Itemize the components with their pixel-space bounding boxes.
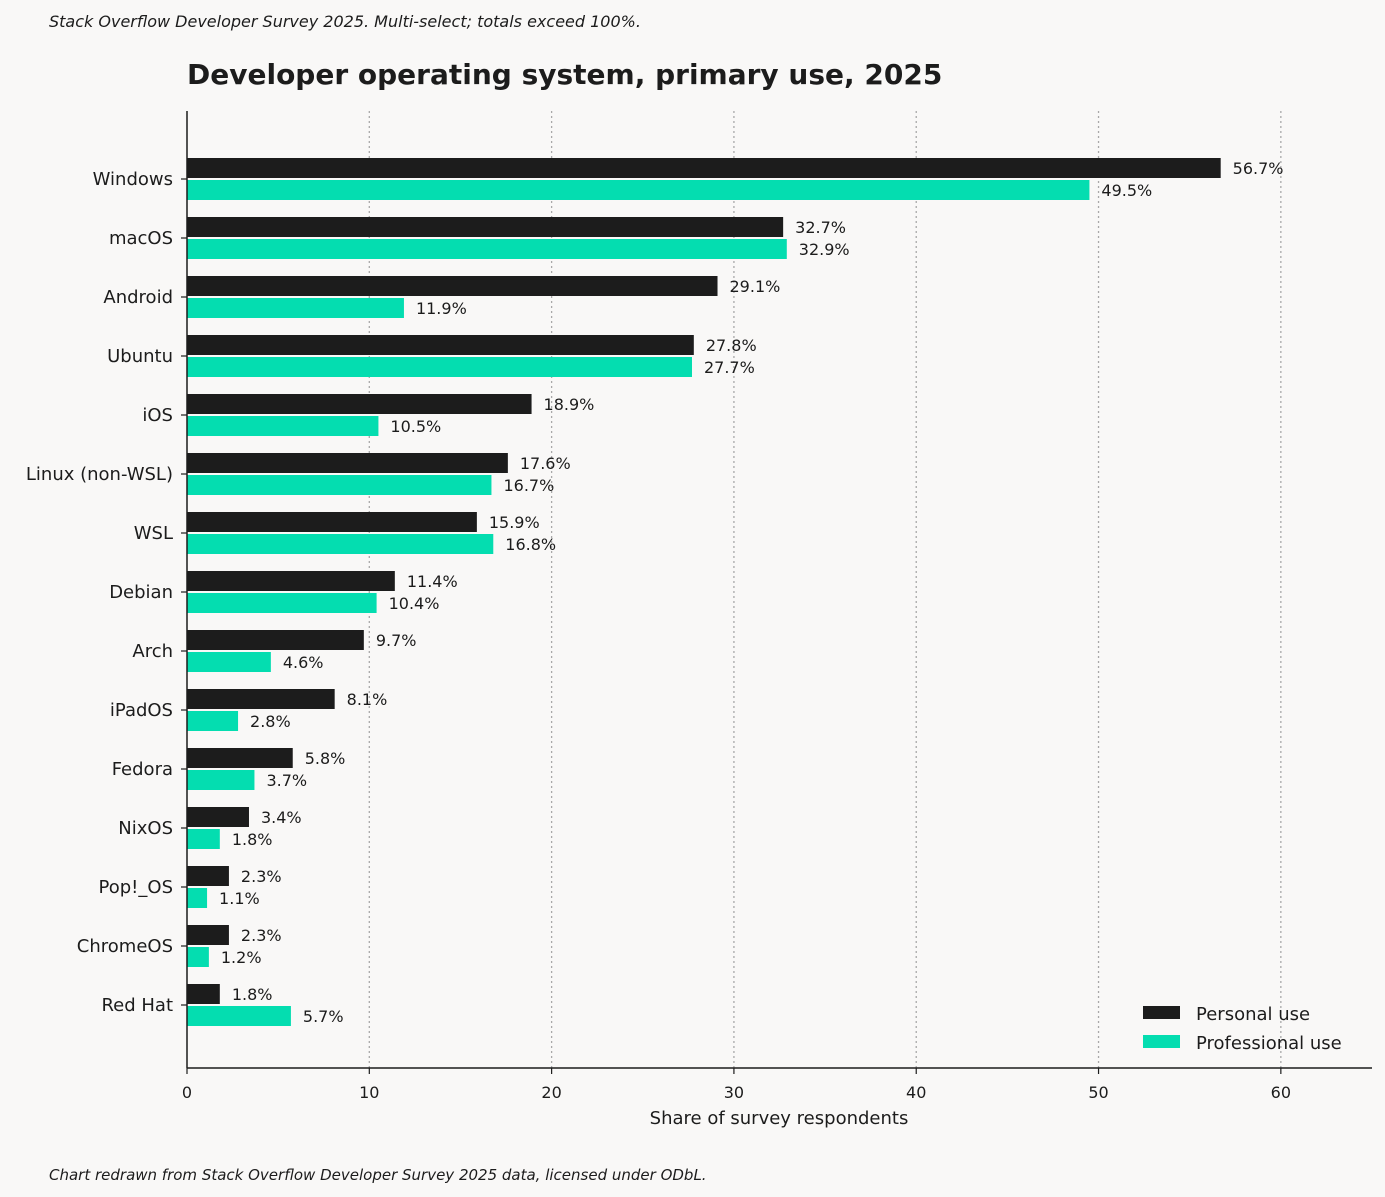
x-tick-label: 10 xyxy=(359,1083,379,1102)
x-tick-label: 20 xyxy=(541,1083,561,1102)
data-label: 11.4% xyxy=(407,572,458,591)
bar-professional xyxy=(187,593,377,613)
data-label: 1.1% xyxy=(219,889,260,908)
bar-professional xyxy=(187,888,208,908)
category-label: Windows xyxy=(93,169,173,190)
bar-professional xyxy=(187,829,220,849)
bar-personal xyxy=(187,394,532,414)
category-label: Red Hat xyxy=(101,995,173,1016)
category-label: Linux (non-WSL) xyxy=(26,464,173,485)
bar-professional xyxy=(187,180,1090,200)
data-label: 5.8% xyxy=(305,749,346,768)
bar-personal xyxy=(187,512,477,532)
category-label: Debian xyxy=(109,582,173,603)
data-label: 9.7% xyxy=(376,631,417,650)
data-label: 10.4% xyxy=(389,594,440,613)
legend-swatch xyxy=(1143,1035,1180,1048)
bar-personal xyxy=(187,925,229,945)
bar-personal xyxy=(187,453,508,473)
category-label: WSL xyxy=(134,523,173,544)
data-label: 32.9% xyxy=(799,240,850,259)
bar-personal xyxy=(187,689,335,709)
bar-personal xyxy=(187,630,364,650)
data-label: 49.5% xyxy=(1101,181,1152,200)
data-label: 3.7% xyxy=(266,771,307,790)
data-label: 2.3% xyxy=(241,867,282,886)
bar-personal xyxy=(187,335,694,355)
bar-professional xyxy=(187,947,209,967)
category-label: iPadOS xyxy=(110,700,173,721)
category-label: macOS xyxy=(109,228,173,249)
bar-professional xyxy=(187,239,787,259)
category-label: ChromeOS xyxy=(77,936,173,957)
category-label: Arch xyxy=(132,641,173,662)
data-label: 18.9% xyxy=(544,395,595,414)
bar-professional xyxy=(187,298,404,318)
bar-personal xyxy=(187,217,784,237)
category-label: Pop!_OS xyxy=(99,877,173,898)
data-label: 29.1% xyxy=(730,277,781,296)
x-tick-label: 60 xyxy=(1271,1083,1291,1102)
x-tick-label: 40 xyxy=(906,1083,926,1102)
bar-professional xyxy=(187,711,239,731)
data-label: 5.7% xyxy=(303,1007,344,1026)
data-label: 2.3% xyxy=(241,926,282,945)
bar-personal xyxy=(187,807,249,827)
axes: 0 10 20 30 40 50 60 Windows macOS Android Ubuntu iO… xyxy=(26,111,1372,1102)
data-label: 27.8% xyxy=(706,336,757,355)
category-label: iOS xyxy=(142,405,173,426)
data-label: 1.8% xyxy=(232,830,273,849)
bar-professional xyxy=(187,416,379,436)
data-label: 16.7% xyxy=(503,476,554,495)
category-label: Android xyxy=(103,287,173,308)
data-label: 2.8% xyxy=(250,712,291,731)
legend-label: Professional use xyxy=(1196,1033,1342,1054)
category-label: Ubuntu xyxy=(107,346,173,367)
category-label: Fedora xyxy=(112,759,173,780)
x-tick-label: 30 xyxy=(724,1083,744,1102)
x-tick-label: 0 xyxy=(182,1083,192,1102)
bar-personal xyxy=(187,748,293,768)
x-tick-label: 50 xyxy=(1088,1083,1108,1102)
data-label: 15.9% xyxy=(489,513,540,532)
data-label: 32.7% xyxy=(795,218,846,237)
bars: 56.7% 49.5% 32.7% 32.9% 29.1% 11.9% 27.8% 27.7%… xyxy=(187,158,1284,1026)
bar-personal xyxy=(187,571,395,591)
data-label: 16.8% xyxy=(505,535,556,554)
bar-professional xyxy=(187,1006,291,1026)
data-label: 10.5% xyxy=(390,417,441,436)
data-label: 1.2% xyxy=(221,948,262,967)
data-label: 1.8% xyxy=(232,985,273,1004)
chart-title: Developer operating system, primary use,… xyxy=(187,58,942,91)
data-label: 56.7% xyxy=(1233,159,1284,178)
data-label: 17.6% xyxy=(520,454,571,473)
legend-swatch xyxy=(1143,1006,1180,1019)
legend: Personal use Professional use xyxy=(1143,1004,1342,1054)
data-label: 11.9% xyxy=(416,299,467,318)
data-label: 8.1% xyxy=(347,690,388,709)
category-label: NixOS xyxy=(118,818,173,839)
bar-personal xyxy=(187,276,718,296)
footer-note: Chart redrawn from Stack Overflow Develo… xyxy=(49,1166,707,1184)
x-axis-title: Share of survey respondents xyxy=(650,1108,909,1129)
bar-professional xyxy=(187,534,494,554)
subtitle-note: Stack Overflow Developer Survey 2025. Mu… xyxy=(49,12,641,31)
data-label: 4.6% xyxy=(283,653,324,672)
bar-personal xyxy=(187,158,1221,178)
bar-professional xyxy=(187,652,271,672)
bar-professional xyxy=(187,475,492,495)
bar-personal xyxy=(187,866,229,886)
bar-professional xyxy=(187,357,692,377)
bar-personal xyxy=(187,984,220,1004)
data-label: 27.7% xyxy=(704,358,755,377)
legend-label: Personal use xyxy=(1196,1004,1310,1025)
data-label: 3.4% xyxy=(261,808,302,827)
bar-professional xyxy=(187,770,255,790)
